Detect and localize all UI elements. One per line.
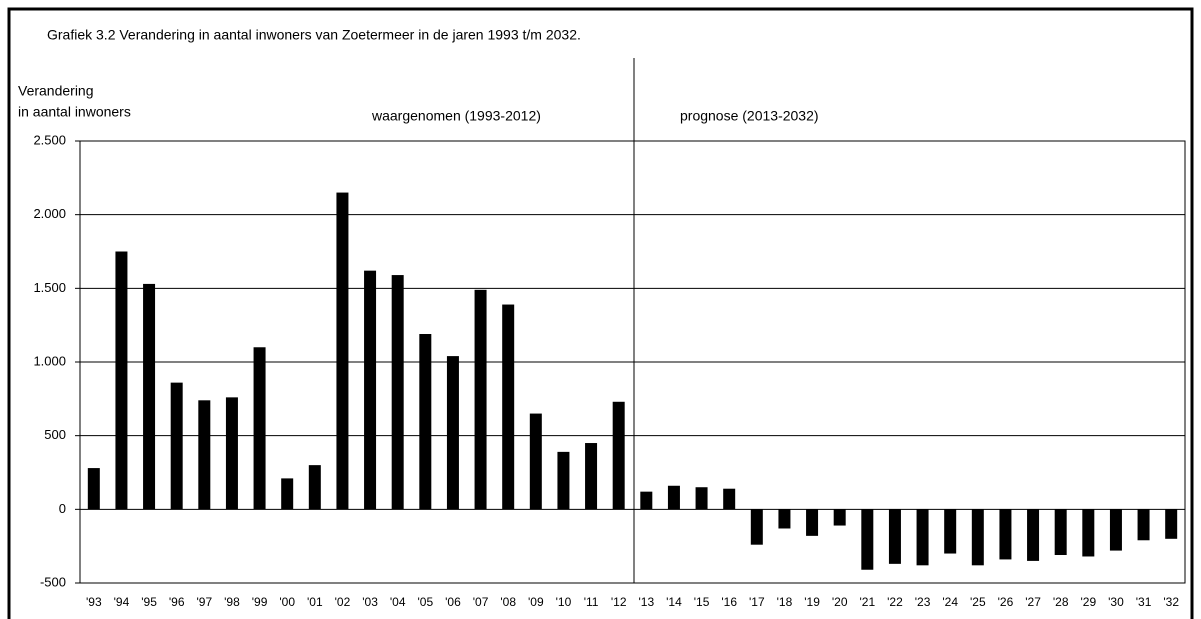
bar: [1054, 509, 1067, 556]
x-tick-label: '13: [638, 595, 654, 609]
x-tick-label: '31: [1136, 595, 1152, 609]
bar: [999, 509, 1012, 560]
bar: [1109, 509, 1122, 551]
y-tick-label: 1.000: [33, 353, 66, 368]
x-tick-label: '24: [942, 595, 958, 609]
x-tick-label: '11: [584, 595, 599, 609]
bar: [1137, 509, 1150, 541]
x-tick-label: '08: [500, 595, 516, 609]
bar: [971, 509, 984, 566]
bar: [253, 347, 266, 510]
x-tick-label: '16: [721, 595, 737, 609]
bar: [944, 509, 957, 554]
y-axis-label: Verandering: [18, 83, 94, 99]
x-tick-label: '29: [1080, 595, 1096, 609]
x-tick-label: '12: [611, 595, 627, 609]
x-tick-label: '98: [224, 595, 240, 609]
x-tick-label: '23: [915, 595, 931, 609]
x-tick-label: '19: [804, 595, 820, 609]
bar: [446, 356, 459, 510]
bar: [115, 251, 128, 510]
bar: [640, 491, 653, 510]
x-tick-label: '00: [279, 595, 295, 609]
bar: [667, 485, 680, 510]
bar: [1027, 509, 1040, 561]
y-tick-label: 0: [59, 501, 66, 516]
y-tick-label: 2.000: [33, 206, 66, 221]
chart-title: Grafiek 3.2 Verandering in aantal inwone…: [47, 27, 581, 43]
x-tick-label: '06: [445, 595, 461, 609]
x-tick-label: '26: [998, 595, 1014, 609]
x-tick-label: '28: [1053, 595, 1069, 609]
y-tick-label: 500: [44, 427, 66, 442]
x-tick-label: '07: [473, 595, 489, 609]
bar: [336, 192, 349, 510]
x-tick-label: '04: [390, 595, 406, 609]
bar: [916, 509, 929, 566]
annotation: waargenomen (1993-2012): [371, 108, 541, 124]
frame: [7, 7, 1194, 619]
bar: [861, 509, 874, 570]
x-tick-label: '01: [307, 595, 323, 609]
x-tick-label: '03: [362, 595, 378, 609]
bar: [695, 487, 708, 510]
bar: [1165, 509, 1178, 539]
bar: [170, 382, 183, 510]
x-tick-label: '97: [196, 595, 212, 609]
annotation: prognose (2013-2032): [680, 108, 819, 124]
bar: [364, 270, 377, 510]
x-tick-label: '27: [1025, 595, 1041, 609]
bar: [612, 401, 625, 510]
bar: [585, 443, 598, 510]
x-tick-label: '05: [417, 595, 433, 609]
x-tick-label: '20: [832, 595, 848, 609]
x-tick-label: '17: [749, 595, 765, 609]
bar: [281, 478, 294, 510]
bar: [502, 304, 515, 510]
x-tick-label: '25: [970, 595, 986, 609]
y-tick-label: 1.500: [33, 280, 66, 295]
x-tick-label: '94: [114, 595, 130, 609]
bar: [87, 468, 100, 510]
bar: [888, 509, 901, 564]
bar: [750, 509, 763, 545]
bar: [419, 334, 432, 510]
x-tick-label: '30: [1108, 595, 1124, 609]
x-tick-label: '09: [528, 595, 544, 609]
x-tick-label: '93: [86, 595, 102, 609]
y-tick-label: 2.500: [33, 132, 66, 147]
bar: [391, 275, 404, 510]
bar: [225, 397, 238, 510]
bar: [474, 289, 487, 510]
x-tick-label: '95: [141, 595, 157, 609]
bar: [778, 509, 791, 529]
x-tick-label: '15: [694, 595, 710, 609]
bar: [833, 509, 846, 526]
bar: [198, 400, 211, 510]
bar: [723, 488, 736, 510]
x-tick-label: '22: [887, 595, 903, 609]
x-tick-label: '18: [777, 595, 793, 609]
y-axis-label: in aantal inwoners: [18, 104, 131, 120]
x-tick-label: '96: [169, 595, 185, 609]
bar: [557, 451, 570, 510]
x-tick-label: '32: [1163, 595, 1179, 609]
bar: [529, 413, 542, 510]
bar: [806, 509, 819, 536]
y-tick-label: -500: [40, 574, 66, 589]
x-tick-label: '10: [556, 595, 572, 609]
bar: [143, 283, 156, 510]
x-tick-label: '21: [859, 595, 875, 609]
bar: [1082, 509, 1095, 557]
x-tick-label: '99: [252, 595, 268, 609]
x-tick-label: '14: [666, 595, 682, 609]
x-tick-label: '02: [335, 595, 351, 609]
bar: [308, 465, 321, 510]
